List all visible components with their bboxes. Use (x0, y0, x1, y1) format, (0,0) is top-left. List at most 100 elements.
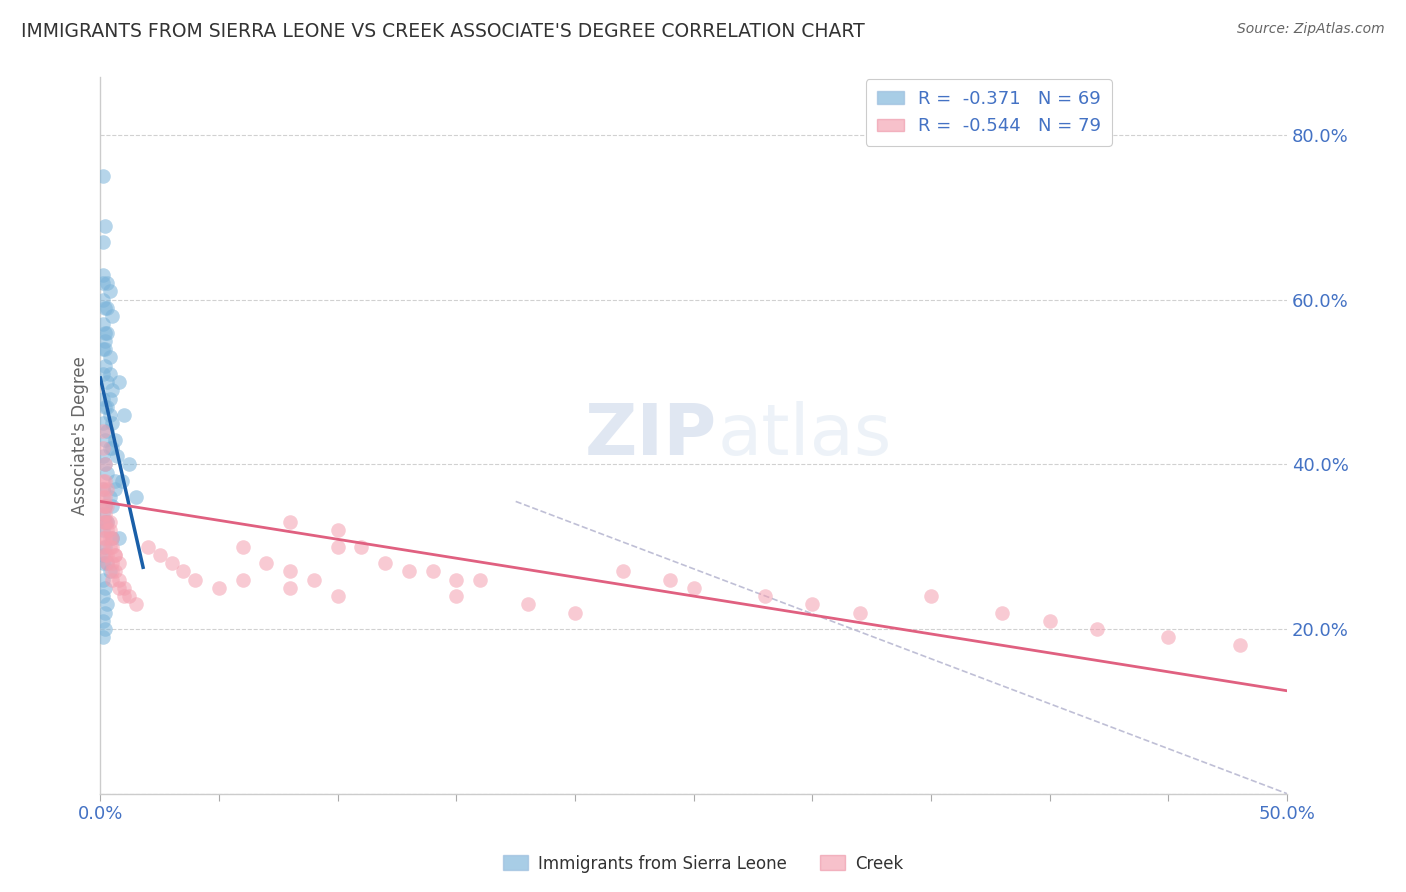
Point (94, 499, 117, 513)
Point (125, 597, 148, 611)
Point (94, 581, 117, 595)
Point (94, 359, 117, 373)
Point (446, 573, 468, 587)
Point (256, 556, 278, 570)
Point (108, 532, 131, 546)
Point (96, 375, 118, 389)
Point (98, 540, 121, 554)
Point (232, 540, 254, 554)
Point (94, 606, 117, 620)
Point (91, 268, 114, 282)
Point (94, 515, 117, 529)
Point (136, 540, 159, 554)
Point (108, 581, 131, 595)
Point (326, 523, 349, 537)
Point (118, 458, 141, 472)
Point (91, 318, 114, 332)
Point (94, 515, 117, 529)
Point (96, 515, 118, 529)
Point (920, 589, 942, 603)
Point (96, 400, 118, 414)
Point (96, 482, 118, 496)
Point (98, 565, 121, 579)
Point (118, 589, 141, 603)
Point (91, 589, 114, 603)
Point (149, 548, 172, 562)
Point (184, 573, 207, 587)
Point (98, 408, 121, 422)
Point (374, 556, 396, 570)
Y-axis label: Associate's Degree: Associate's Degree (72, 356, 89, 515)
Point (101, 556, 124, 570)
Point (91, 235, 114, 249)
Point (91, 367, 114, 381)
Point (94, 301, 117, 315)
Point (94, 458, 117, 472)
Point (1039, 614, 1062, 628)
Point (111, 474, 134, 488)
Point (91, 416, 114, 430)
Point (278, 565, 301, 579)
Point (96, 556, 118, 570)
Point (96, 425, 118, 439)
Point (108, 556, 131, 570)
Point (91, 482, 114, 496)
Point (96, 523, 118, 537)
Point (104, 548, 127, 562)
Point (94, 326, 117, 340)
Point (91, 342, 114, 356)
Point (98, 441, 121, 455)
Point (91, 573, 114, 587)
Point (1229, 639, 1251, 653)
Point (98, 532, 121, 546)
Point (96, 515, 118, 529)
Point (98, 392, 121, 406)
Point (98, 285, 121, 299)
Point (94, 334, 117, 348)
Point (326, 589, 349, 603)
Point (112, 581, 135, 595)
Point (94, 491, 117, 505)
Point (98, 351, 121, 365)
Point (108, 375, 131, 389)
Point (101, 565, 124, 579)
Point (101, 441, 124, 455)
Point (91, 482, 114, 496)
Point (94, 507, 117, 521)
Point (98, 367, 121, 381)
Point (160, 556, 183, 570)
Text: Source: ZipAtlas.com: Source: ZipAtlas.com (1237, 22, 1385, 37)
Text: atlas: atlas (717, 401, 891, 470)
Point (96, 499, 118, 513)
Point (278, 581, 301, 595)
Point (98, 523, 121, 537)
Point (105, 449, 128, 463)
Point (96, 326, 118, 340)
Point (96, 548, 118, 562)
Point (94, 433, 117, 447)
Point (208, 581, 231, 595)
Text: IMMIGRANTS FROM SIERRA LEONE VS CREEK ASSOCIATE'S DEGREE CORRELATION CHART: IMMIGRANTS FROM SIERRA LEONE VS CREEK AS… (21, 22, 865, 41)
Point (91, 614, 114, 628)
Point (104, 565, 127, 579)
Point (94, 219, 117, 233)
Point (96, 556, 118, 570)
Point (91, 507, 114, 521)
Point (101, 309, 124, 323)
Point (96, 466, 118, 480)
Point (91, 630, 114, 644)
Point (91, 293, 114, 307)
Point (101, 416, 124, 430)
Point (232, 573, 254, 587)
Point (94, 540, 117, 554)
Point (112, 408, 135, 422)
Point (125, 491, 148, 505)
Point (91, 548, 114, 562)
Point (91, 441, 114, 455)
Point (104, 548, 127, 562)
Point (101, 384, 124, 398)
Point (326, 540, 349, 554)
Point (94, 400, 117, 414)
Point (91, 515, 114, 529)
Point (101, 532, 124, 546)
